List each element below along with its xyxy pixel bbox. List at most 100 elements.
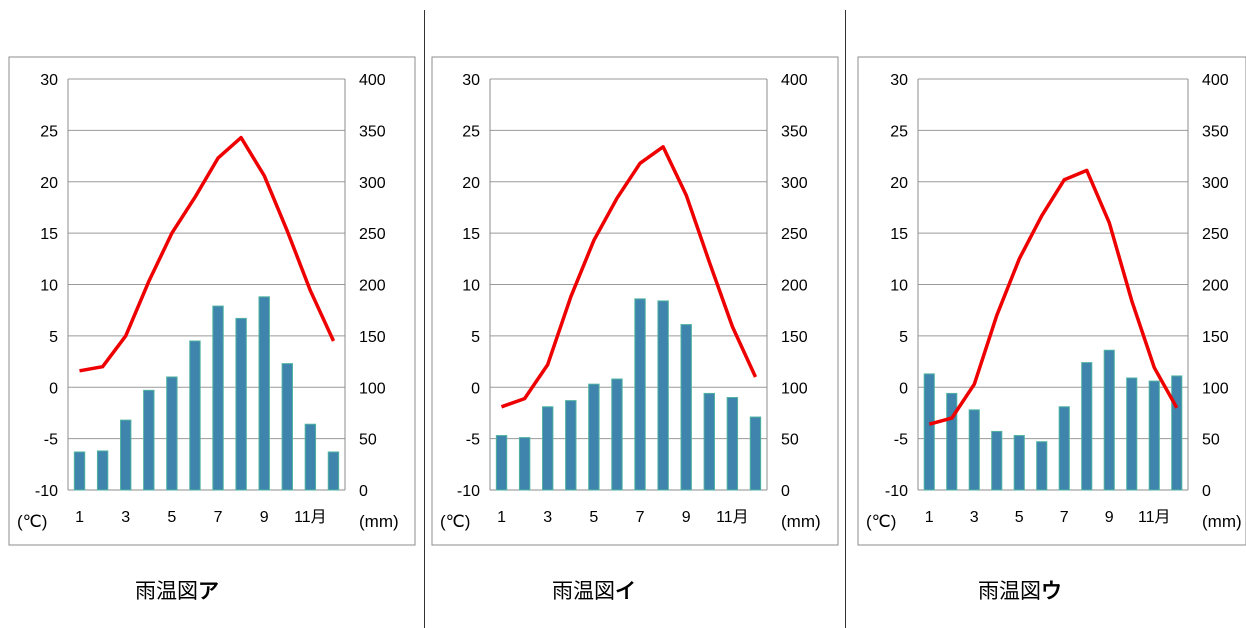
precip-tick-label: 200 bbox=[781, 278, 808, 295]
precip-bar bbox=[96, 450, 109, 491]
precip-bar bbox=[258, 296, 270, 491]
precip-tick-label: 150 bbox=[1202, 329, 1229, 346]
month-tick-label: 1 bbox=[925, 509, 934, 526]
temp-tick-label: -5 bbox=[466, 432, 480, 449]
precip-bar bbox=[1036, 441, 1048, 491]
month-tick-label: 11月 bbox=[294, 509, 327, 526]
temp-tick-label: 10 bbox=[890, 278, 908, 295]
precip-tick-label: 100 bbox=[359, 380, 386, 397]
month-tick-label: 9 bbox=[682, 509, 691, 526]
precip-bar bbox=[120, 419, 132, 491]
caption-u-letter: ウ bbox=[1041, 579, 1062, 603]
month-tick-label: 7 bbox=[636, 509, 645, 526]
caption-i-prefix: 雨温図 bbox=[552, 579, 615, 603]
precip-tick-label: 50 bbox=[359, 432, 377, 449]
precip-bar bbox=[73, 451, 86, 491]
precip-tick-label: 350 bbox=[1202, 123, 1229, 140]
temp-tick-label: 10 bbox=[40, 278, 58, 295]
precip-tick-label: 0 bbox=[781, 483, 790, 500]
precip-bar bbox=[611, 378, 623, 491]
temp-tick-label: 15 bbox=[462, 226, 480, 243]
precip-bar bbox=[1148, 380, 1160, 491]
precip-bar bbox=[327, 451, 340, 491]
temp-tick-label: 0 bbox=[49, 380, 58, 397]
temperature-line bbox=[928, 168, 1179, 426]
month-tick-label: 5 bbox=[167, 509, 176, 526]
precip-bar bbox=[212, 305, 224, 491]
temp-tick-label: 30 bbox=[40, 72, 58, 89]
temp-tick-label: -10 bbox=[35, 483, 58, 500]
month-tick-label: 11月 bbox=[716, 509, 749, 526]
temp-tick-label: 25 bbox=[462, 123, 480, 140]
precip-bar bbox=[281, 363, 293, 491]
precip-tick-label: 100 bbox=[1202, 380, 1229, 397]
temp-tick-label: 30 bbox=[890, 72, 908, 89]
caption-i: 雨温図イ bbox=[552, 575, 636, 605]
caption-a-letter: ア bbox=[198, 579, 219, 603]
temp-tick-label: 20 bbox=[40, 175, 58, 192]
precip-bar bbox=[726, 397, 739, 491]
month-tick-label: 5 bbox=[589, 509, 598, 526]
precip-bar bbox=[968, 409, 980, 491]
precip-tick-label: 150 bbox=[781, 329, 808, 346]
precip-tick-label: 400 bbox=[1202, 72, 1229, 89]
temp-tick-label: 0 bbox=[899, 380, 908, 397]
precip-tick-label: 350 bbox=[781, 123, 808, 140]
temp-tick-label: 5 bbox=[471, 329, 480, 346]
caption-i-letter: イ bbox=[615, 579, 636, 603]
temp-tick-label: 10 bbox=[462, 278, 480, 295]
caption-u-prefix: 雨温図 bbox=[978, 579, 1041, 603]
precip-bar bbox=[657, 300, 669, 491]
precip-bar bbox=[588, 383, 600, 491]
panel-divider-2 bbox=[845, 10, 846, 628]
precip-unit-label: (mm) bbox=[1202, 512, 1242, 531]
precip-bar bbox=[1081, 362, 1093, 491]
temp-tick-label: -5 bbox=[44, 432, 58, 449]
precip-tick-label: 200 bbox=[359, 278, 386, 295]
month-tick-label: 1 bbox=[497, 509, 506, 526]
caption-u: 雨温図ウ bbox=[978, 575, 1062, 605]
caption-a: 雨温図ア bbox=[135, 575, 219, 605]
temp-tick-label: 15 bbox=[40, 226, 58, 243]
precip-bar bbox=[946, 392, 958, 491]
precip-tick-label: 300 bbox=[1202, 175, 1229, 192]
precip-unit-label: (mm) bbox=[781, 512, 821, 531]
temp-tick-label: 5 bbox=[49, 329, 58, 346]
precip-tick-label: 300 bbox=[359, 175, 386, 192]
precip-bar bbox=[565, 400, 577, 491]
precip-tick-label: 0 bbox=[1202, 483, 1211, 500]
precip-tick-label: 350 bbox=[359, 123, 386, 140]
precip-bar bbox=[1013, 435, 1025, 491]
precip-bar bbox=[166, 376, 178, 491]
precip-bar bbox=[634, 298, 646, 491]
temp-tick-label: 15 bbox=[890, 226, 908, 243]
month-tick-label: 1 bbox=[75, 509, 84, 526]
precip-tick-label: 0 bbox=[359, 483, 368, 500]
precip-bar bbox=[1103, 349, 1115, 491]
temp-tick-label: 25 bbox=[890, 123, 908, 140]
precip-bar bbox=[991, 430, 1003, 491]
temp-tick-label: 20 bbox=[462, 175, 480, 192]
temp-tick-label: 5 bbox=[899, 329, 908, 346]
temp-tick-label: -10 bbox=[457, 483, 480, 500]
precip-tick-label: 100 bbox=[781, 380, 808, 397]
precip-bar bbox=[304, 423, 317, 491]
temp-tick-label: 25 bbox=[40, 123, 58, 140]
precip-bar bbox=[923, 373, 935, 491]
precip-tick-label: 250 bbox=[1202, 226, 1229, 243]
temp-tick-label: -10 bbox=[885, 483, 908, 500]
precip-tick-label: 150 bbox=[359, 329, 386, 346]
temp-tick-label: 30 bbox=[462, 72, 480, 89]
precip-bar bbox=[1058, 406, 1070, 491]
precip-bar bbox=[749, 416, 762, 491]
precip-bar bbox=[495, 435, 508, 491]
precip-bar bbox=[143, 389, 155, 491]
precip-tick-label: 250 bbox=[359, 226, 386, 243]
month-tick-label: 5 bbox=[1015, 509, 1024, 526]
chart-frame bbox=[857, 56, 1246, 546]
month-tick-label: 9 bbox=[1105, 509, 1114, 526]
precip-tick-label: 50 bbox=[1202, 432, 1220, 449]
temp-unit-label: (℃) bbox=[17, 512, 47, 531]
